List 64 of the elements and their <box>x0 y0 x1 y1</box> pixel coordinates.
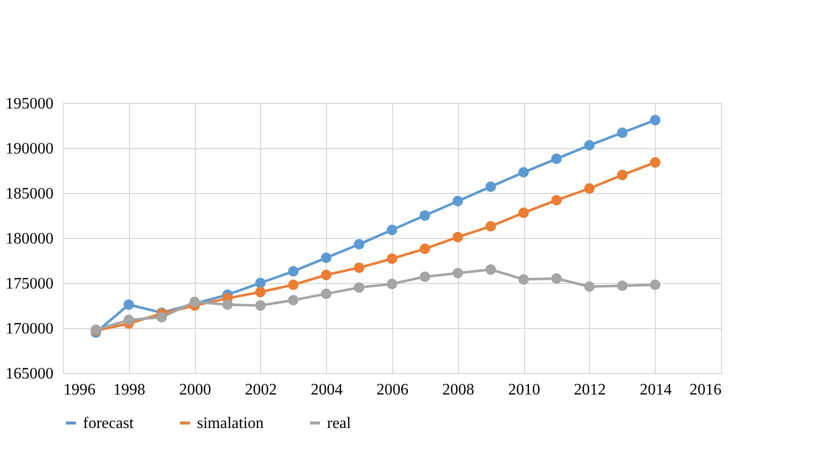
point <box>584 140 595 151</box>
x-tick-label: 2006 <box>376 382 408 398</box>
y-tick-label: 185000 <box>6 186 54 202</box>
point <box>420 244 430 254</box>
x-tick-label: 2002 <box>244 382 277 398</box>
point <box>320 252 332 264</box>
y-tick-label: 195000 <box>6 96 54 112</box>
y-tick-label: 180000 <box>6 230 54 248</box>
point <box>386 253 398 264</box>
point <box>420 271 430 282</box>
point <box>485 181 496 192</box>
y-tick-label: 165000 <box>6 366 54 382</box>
point <box>255 278 266 288</box>
point <box>156 312 167 322</box>
x-tick-label: 2008 <box>442 382 474 398</box>
point <box>255 286 266 298</box>
y-tick-label: 190000 <box>6 140 54 158</box>
point <box>485 264 496 275</box>
point <box>124 314 134 326</box>
point <box>584 281 595 292</box>
x-tick-label: 1996 <box>64 382 96 398</box>
point <box>551 154 562 164</box>
point <box>485 221 496 232</box>
point <box>124 299 134 310</box>
point <box>617 280 628 291</box>
point <box>386 278 398 290</box>
point <box>518 208 529 218</box>
point <box>420 210 430 221</box>
point <box>452 268 464 278</box>
x-tick-label: 2016 <box>690 382 722 398</box>
x-tick-label: 2000 <box>179 382 212 398</box>
legend-label: simalation <box>197 415 264 432</box>
point <box>617 127 628 138</box>
point <box>518 274 529 285</box>
point <box>584 183 595 194</box>
point <box>354 262 364 273</box>
point <box>288 266 299 277</box>
x-tick-label: 2004 <box>310 382 343 398</box>
point <box>551 273 562 284</box>
point <box>320 270 332 280</box>
point <box>452 196 464 206</box>
legend-label: forecast <box>83 415 134 432</box>
point <box>386 224 398 236</box>
x-tick-label: 1998 <box>113 382 146 398</box>
point <box>255 300 266 311</box>
point <box>650 280 660 290</box>
point <box>617 170 628 180</box>
x-tick-label: 2010 <box>508 382 540 398</box>
x-tick-label: 2014 <box>640 382 672 398</box>
point <box>650 114 660 126</box>
point <box>288 294 299 306</box>
point <box>518 167 529 178</box>
point <box>551 194 562 206</box>
point <box>650 157 660 168</box>
point <box>222 299 233 310</box>
x-tick-label: 2012 <box>574 382 606 398</box>
point <box>354 282 364 293</box>
y-tick-label: 170000 <box>6 320 54 338</box>
point <box>452 232 464 242</box>
point <box>354 239 364 250</box>
point <box>320 288 332 300</box>
y-tick-label: 175000 <box>6 276 54 292</box>
legend-label: real <box>327 415 352 432</box>
point <box>288 280 299 290</box>
